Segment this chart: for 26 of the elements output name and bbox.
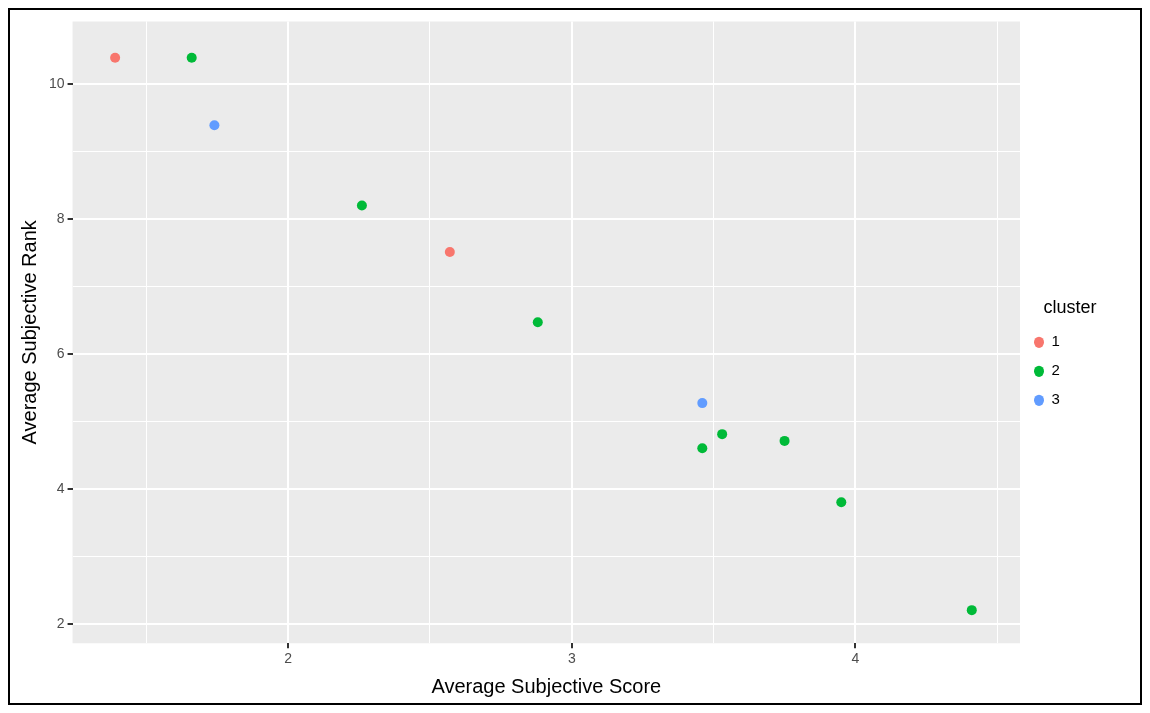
point <box>966 605 977 616</box>
point <box>697 443 708 454</box>
y-tick-label: 10 <box>48 74 65 91</box>
point <box>697 398 708 409</box>
x-tick-label: 4 <box>851 650 860 667</box>
point <box>717 429 728 440</box>
x-axis-title: Average Subjective Score <box>431 674 662 697</box>
y-tick-label: 8 <box>56 209 65 226</box>
y-tick-label: 4 <box>56 479 65 496</box>
point <box>356 200 367 211</box>
y-tick-label: 2 <box>56 614 65 631</box>
x-tick-label: 2 <box>284 650 293 667</box>
point <box>444 247 455 258</box>
point <box>186 52 197 63</box>
point <box>836 497 847 508</box>
point <box>532 317 543 328</box>
x-tick-label: 3 <box>567 650 576 667</box>
y-axis-title: Average Subjective Rank <box>17 219 40 445</box>
legend-label: 1 <box>1051 332 1060 350</box>
y-tick-label: 6 <box>56 344 65 361</box>
point <box>110 52 121 63</box>
point <box>209 120 220 131</box>
legend-title: cluster <box>1043 297 1097 318</box>
point <box>779 435 790 446</box>
legend-label: 2 <box>1051 361 1060 379</box>
legend-label: 3 <box>1051 390 1060 408</box>
